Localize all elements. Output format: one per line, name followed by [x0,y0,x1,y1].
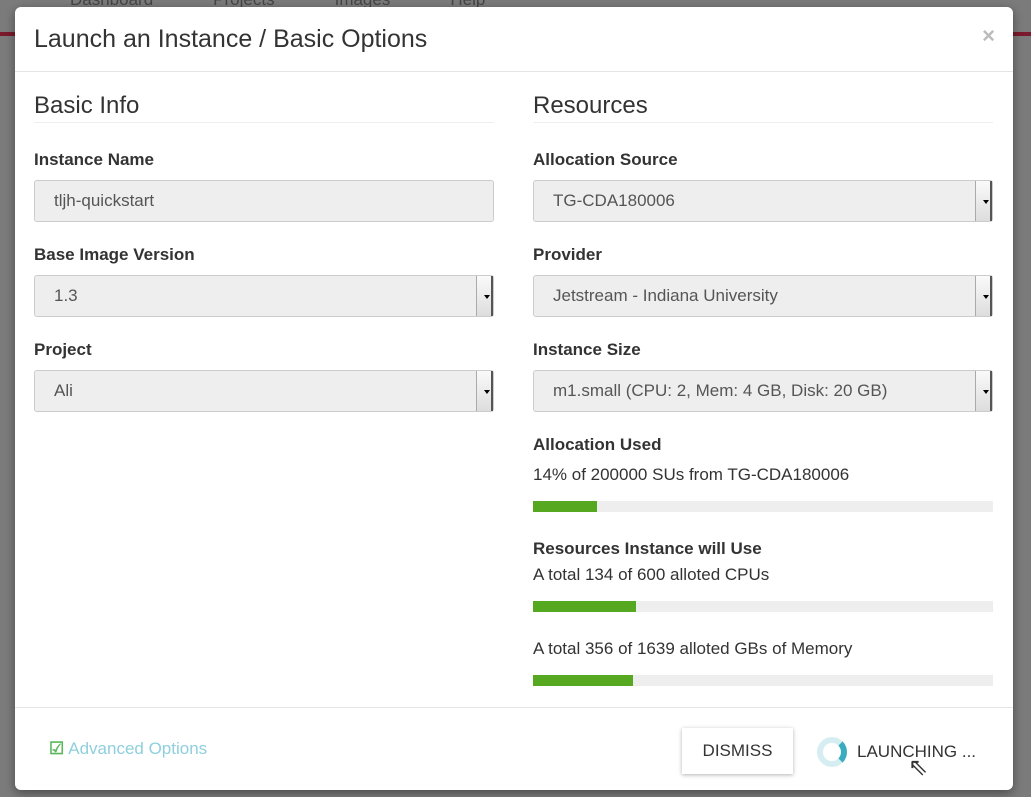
instance-size-label: Instance Size [533,340,641,359]
bg-nav-projects: Projects [213,0,274,10]
modal-footer: ☑ Advanced Options DISMISS LAUNCHING ... [15,707,1013,790]
background-nav: Dashboard Projects Images Help [70,0,485,10]
checkbox-checked-icon: ☑ [49,739,65,758]
basic-info-heading: Basic Info [34,92,494,123]
allocation-source-select[interactable]: TG-CDA180006 [533,180,993,222]
launch-instance-modal: Launch an Instance / Basic Options × Bas… [15,7,1013,790]
project-label: Project [34,340,92,359]
advanced-options-label: Advanced Options [68,739,208,758]
memory-fill [533,675,633,686]
base-image-version-select[interactable]: 1.3 [34,275,494,317]
memory-text: A total 356 of 1639 alloted GBs of Memor… [533,639,853,658]
mouse-cursor-icon: ⇖ [908,754,929,781]
launching-label: LAUNCHING ... [857,742,977,761]
instance-name-input[interactable]: tljh-quickstart [34,180,494,222]
cpus-text: A total 134 of 600 alloted CPUs [533,565,770,584]
allocation-used-fill [533,501,598,512]
memory-bar [533,675,993,686]
modal-header: Launch an Instance / Basic Options × [15,7,1013,72]
allocation-used-label: Allocation Used [533,435,662,454]
provider-select[interactable]: Jetstream - Indiana University [533,275,993,317]
resources-heading: Resources [533,92,993,123]
cpus-bar [533,601,993,612]
loading-spinner-icon [817,737,847,767]
allocation-used-text: 14% of 200000 SUs from TG-CDA180006 [533,465,850,484]
bg-nav-images: Images [335,0,391,10]
project-select[interactable]: Ali [34,370,494,412]
allocation-used-bar [533,501,993,512]
close-icon[interactable]: × [982,23,995,48]
provider-label: Provider [533,245,602,264]
bg-nav-dashboard: Dashboard [70,0,153,10]
resources-will-use-label: Resources Instance will Use [533,539,762,558]
advanced-options-link[interactable]: ☑ Advanced Options [49,739,207,759]
dismiss-button[interactable]: DISMISS [682,728,793,774]
base-image-version-label: Base Image Version [34,245,195,264]
resources-section: Resources Allocation Source TG-CDA180006… [533,92,993,713]
instance-name-label: Instance Name [34,150,154,169]
cpus-fill [533,601,636,612]
launching-button[interactable]: LAUNCHING ... [817,737,976,767]
allocation-source-label: Allocation Source [533,150,678,169]
bg-nav-help: Help [450,0,485,10]
instance-size-select[interactable]: m1.small (CPU: 2, Mem: 4 GB, Disk: 20 GB… [533,370,993,412]
modal-title: Launch an Instance / Basic Options [34,25,428,53]
basic-info-section: Basic Info Instance Name tljh-quickstart… [34,92,494,435]
